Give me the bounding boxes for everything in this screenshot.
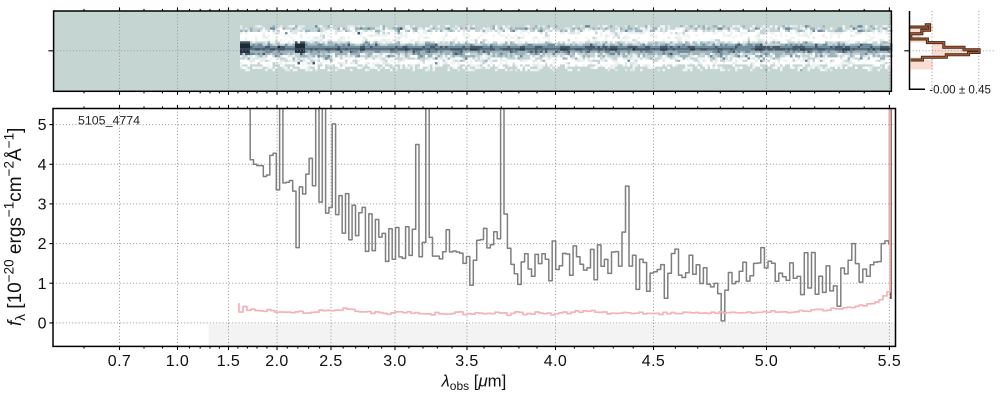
svg-text:-0.00 ± 0.45: -0.00 ± 0.45 <box>929 84 991 97</box>
svg-text:4.5: 4.5 <box>642 353 665 370</box>
svg-text:3.0: 3.0 <box>383 353 406 370</box>
svg-text:5.0: 5.0 <box>755 353 778 370</box>
svg-text:5: 5 <box>38 117 47 134</box>
svg-text:3: 3 <box>38 196 47 213</box>
svg-text:4.0: 4.0 <box>544 353 567 370</box>
svg-text:0: 0 <box>38 315 47 332</box>
svg-text:2.0: 2.0 <box>265 353 288 370</box>
svg-text:4: 4 <box>38 157 47 174</box>
svg-text:1: 1 <box>38 276 47 293</box>
svg-text:2: 2 <box>38 236 47 253</box>
svg-text:1.5: 1.5 <box>217 353 240 370</box>
svg-text:2.5: 2.5 <box>319 353 342 370</box>
svg-text:5.5: 5.5 <box>878 353 901 370</box>
svg-text:3.5: 3.5 <box>455 353 478 370</box>
svg-text:1.0: 1.0 <box>166 353 189 370</box>
svg-text:fλ [10−20 ergs−1cm−2Å−1]: fλ [10−20 ergs−1cm−2Å−1] <box>2 128 29 326</box>
svg-text:0.7: 0.7 <box>108 353 131 370</box>
svg-text:λobs [μm]: λobs [μm] <box>441 372 507 393</box>
svg-text:5105_4774: 5105_4774 <box>78 114 140 128</box>
